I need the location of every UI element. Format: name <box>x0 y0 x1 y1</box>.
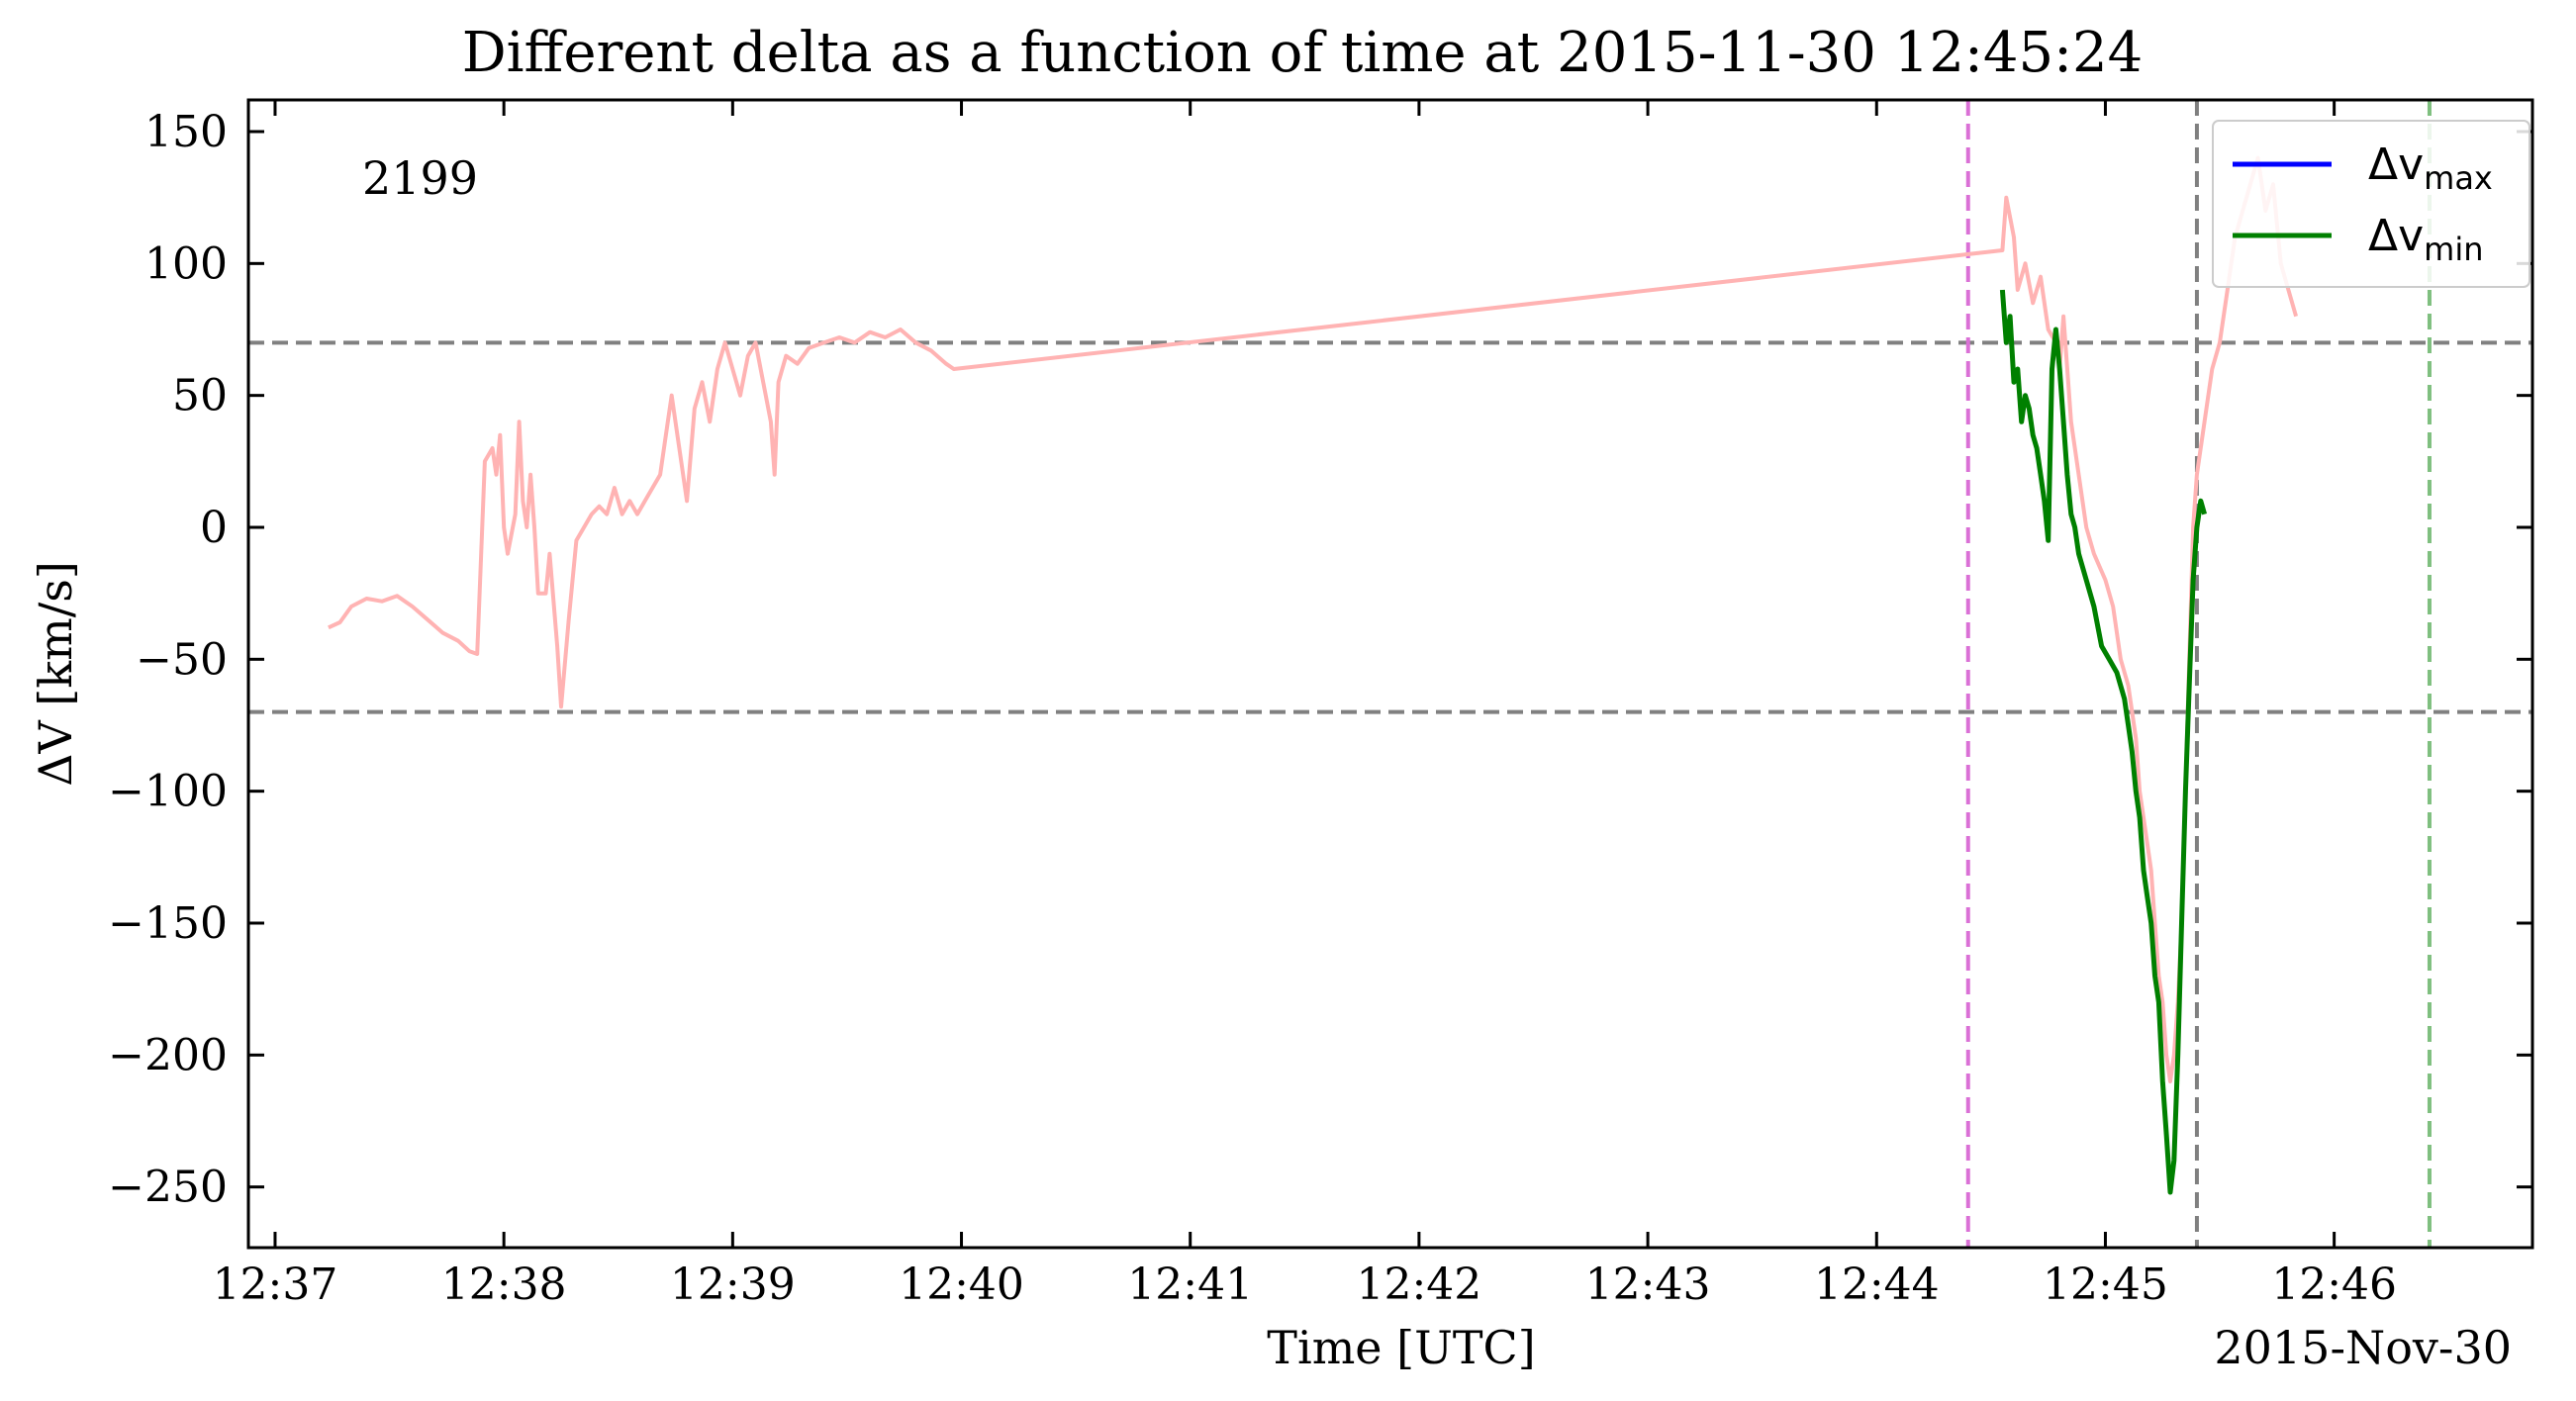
x-tick-label-12-39: 12:39 <box>670 1260 796 1310</box>
x-tick-label-12-45: 12:45 <box>2043 1260 2168 1310</box>
y-tick-label-150: 150 <box>144 107 228 157</box>
x-tick-label-12-42: 12:42 <box>1356 1260 1481 1310</box>
y-tick-label-50: 50 <box>172 371 228 421</box>
x-axis-label: Time [UTC] <box>1267 1321 1535 1374</box>
y-tick-label-100: 100 <box>144 238 228 289</box>
x-tick-label-12-46: 12:46 <box>2271 1260 2397 1310</box>
legend-label-max: Δvmax <box>2368 140 2493 197</box>
y-tick-label-50: −50 <box>136 634 228 685</box>
chart-title: Different delta as a function of time at… <box>462 21 2144 85</box>
y-tick-label-150: −150 <box>108 898 228 949</box>
x-tick-label-12-41: 12:41 <box>1127 1260 1253 1310</box>
x-tick-label-12-38: 12:38 <box>441 1260 567 1310</box>
legend-label-min: Δvmin <box>2368 211 2483 268</box>
x-tick-label-12-37: 12:37 <box>213 1260 338 1310</box>
y-tick-label-200: −200 <box>108 1030 228 1080</box>
x-tick-label-12-43: 12:43 <box>1585 1260 1711 1310</box>
annotation-2199: 2199 <box>362 151 478 205</box>
y-axis-label: ΔV [km/s] <box>29 561 82 787</box>
y-tick-label-250: −250 <box>108 1163 228 1213</box>
legend: Δvmax Δvmin <box>2212 120 2530 288</box>
y-tick-label-0: 0 <box>200 503 228 553</box>
y-tick-label-100: −100 <box>108 767 228 817</box>
x-tick-label-12-44: 12:44 <box>1814 1260 1940 1310</box>
plot-frame <box>246 98 2534 1250</box>
date-label: 2015-Nov-30 <box>2214 1321 2512 1374</box>
x-tick-label-12-40: 12:40 <box>899 1260 1024 1310</box>
series-line-1 <box>1999 289 2208 1195</box>
series-line-0 <box>328 155 2299 1083</box>
